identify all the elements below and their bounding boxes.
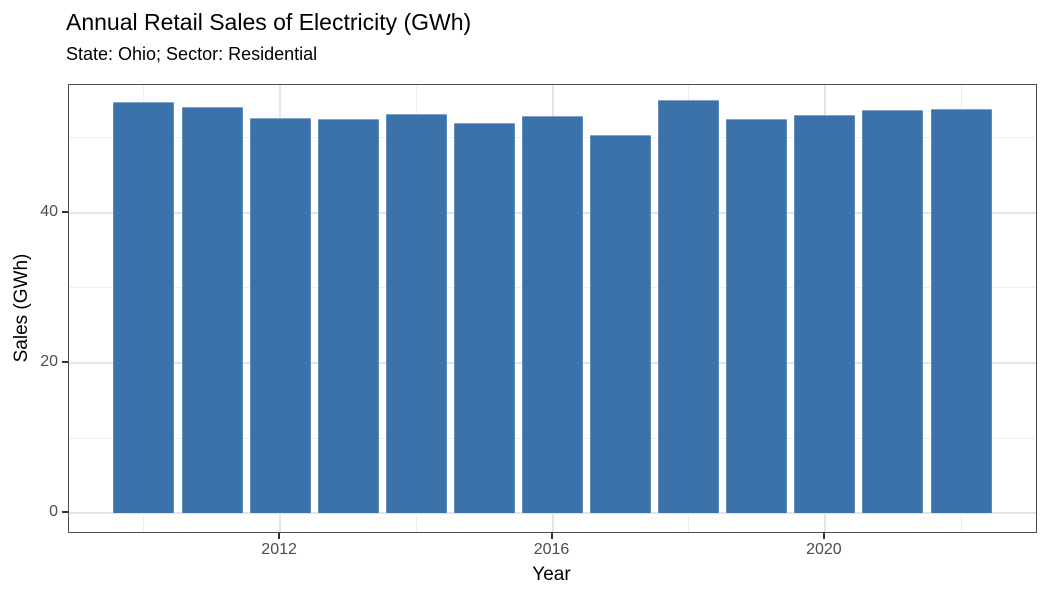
bar-2012: [250, 118, 311, 514]
y-tick: [62, 511, 68, 514]
bar-2013: [318, 118, 379, 514]
bar-2011: [182, 106, 243, 514]
bar-2021: [862, 109, 923, 514]
y-tick: [62, 360, 68, 363]
bar-2018: [658, 100, 719, 514]
y-tick-label: 20: [40, 352, 58, 370]
y-tick-label: 40: [40, 202, 58, 220]
bar-2014: [386, 113, 447, 514]
chart-subtitle: State: Ohio; Sector: Residential: [66, 44, 318, 64]
y-tick: [62, 210, 68, 213]
bar-2020: [794, 115, 855, 514]
chart-title: Annual Retail Sales of Electricity (GWh): [66, 9, 472, 35]
bar-2022: [931, 109, 992, 514]
bar-2010: [113, 101, 174, 514]
bar-2016: [522, 115, 583, 514]
bar-2015: [454, 123, 515, 514]
x-tick: [550, 533, 553, 539]
x-axis-title: Year: [532, 564, 571, 585]
y-axis-title: Sales (GWh): [11, 253, 32, 362]
x-tick-label: 2012: [261, 541, 297, 558]
bar-2017: [590, 135, 651, 514]
x-tick-label: 2016: [533, 541, 570, 558]
plot-panel: [68, 84, 1037, 533]
x-tick: [822, 533, 825, 539]
bar-2019: [726, 118, 787, 514]
x-tick-label: 2020: [806, 541, 842, 558]
x-tick: [278, 533, 281, 539]
y-tick-label: 0: [49, 503, 58, 521]
